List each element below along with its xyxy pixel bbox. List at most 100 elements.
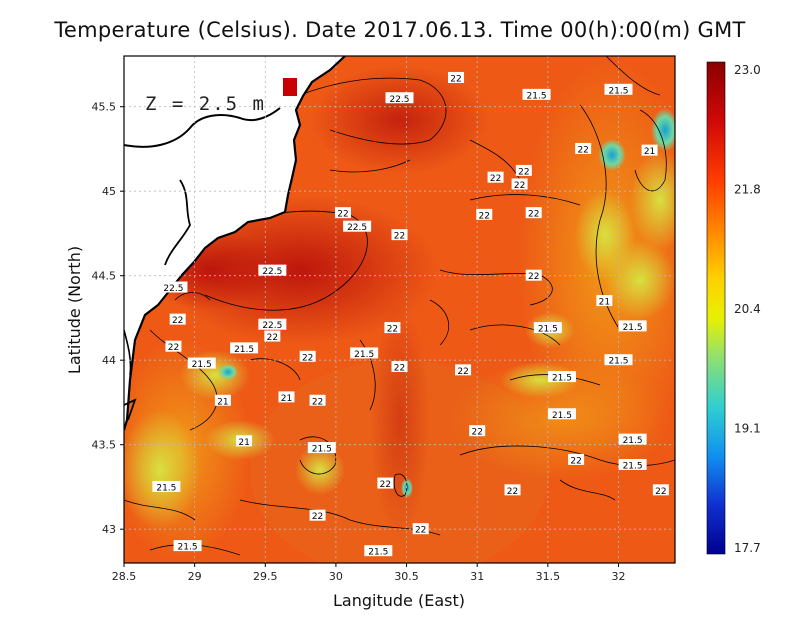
svg-text:22.5: 22.5	[347, 223, 367, 233]
contour-label: 22	[165, 340, 182, 353]
contour-label: 22	[476, 208, 493, 221]
svg-text:21.5: 21.5	[552, 374, 572, 384]
svg-text:22: 22	[490, 174, 501, 184]
svg-text:22: 22	[514, 181, 525, 191]
svg-text:22: 22	[655, 487, 666, 497]
svg-text:21.5: 21.5	[156, 483, 176, 493]
contour-label: 21.5	[173, 540, 202, 553]
svg-text:21.5: 21.5	[234, 345, 254, 355]
depth-label: Z = 2.5 m	[145, 93, 266, 115]
svg-text:21.5: 21.5	[368, 548, 388, 558]
contour-label: 22.5	[159, 281, 188, 294]
contour-label: 21.5	[618, 320, 647, 333]
svg-text:21.5: 21.5	[608, 86, 628, 96]
lat-tick-label: 43	[102, 523, 116, 536]
svg-text:22.5: 22.5	[262, 321, 282, 331]
contour-label: 21.5	[230, 342, 259, 355]
lat-tick-label: 45.5	[92, 101, 117, 114]
svg-text:21.5: 21.5	[192, 360, 212, 370]
svg-text:21.5: 21.5	[312, 445, 332, 455]
plot-frame	[123, 55, 676, 564]
svg-text:21: 21	[599, 298, 610, 308]
contour-label: 22	[169, 313, 186, 326]
colorbar	[706, 61, 726, 555]
contour-label: 22.5	[343, 220, 372, 233]
svg-text:21.5: 21.5	[623, 323, 643, 333]
svg-text:21.5: 21.5	[538, 325, 558, 335]
contour-label: 21	[278, 391, 295, 404]
contour-label: 21	[641, 144, 658, 157]
svg-text:22: 22	[518, 167, 529, 177]
contour-label: 21.5	[618, 458, 647, 471]
contour-label: 22	[487, 171, 504, 184]
contour-label: 21	[236, 435, 253, 448]
contour-label: 22.5	[385, 92, 414, 105]
contour-label: 21.5	[152, 480, 181, 493]
contour-label: 22	[568, 453, 585, 466]
colorbar-tick-label: 21.8	[734, 183, 761, 197]
contour-label: 21.5	[350, 347, 379, 360]
svg-text:22: 22	[528, 272, 539, 282]
lon-tick-label: 29.5	[253, 570, 278, 583]
svg-text:21: 21	[644, 147, 655, 157]
contour-label: 22.5	[258, 318, 287, 331]
svg-text:21: 21	[217, 397, 228, 407]
contour-label: 22	[469, 425, 486, 438]
svg-text:22: 22	[457, 367, 468, 377]
colorbar-tick-label: 19.1	[734, 422, 761, 436]
contour-label: 22	[334, 207, 351, 220]
contour-label: 22	[391, 360, 408, 373]
svg-text:21.5: 21.5	[552, 411, 572, 421]
map-title: Temperature (Celsius). Date 2017.06.13. …	[54, 18, 746, 42]
lon-tick-label: 30.5	[394, 570, 419, 583]
land-mass	[124, 56, 346, 431]
contour-label: 22	[264, 330, 281, 343]
lat-tick-label: 43.5	[92, 439, 117, 452]
svg-text:22.5: 22.5	[163, 284, 183, 294]
svg-text:22: 22	[387, 325, 398, 335]
svg-text:22.5: 22.5	[389, 95, 409, 105]
contour-label: 22	[575, 142, 592, 155]
lon-tick-label: 31	[470, 570, 484, 583]
contour-label: 22	[455, 364, 472, 377]
svg-text:22: 22	[415, 526, 426, 536]
svg-text:21.5: 21.5	[623, 436, 643, 446]
y-axis-title: Latitude (North)	[65, 246, 84, 374]
svg-text:21: 21	[238, 438, 249, 448]
svg-text:22: 22	[172, 316, 183, 326]
svg-text:22: 22	[577, 145, 588, 155]
contour-labels: 22 22.5 21.5 21.5 22 21 22 22 22 22 22 22 22.5 22 22.5…	[152, 71, 669, 558]
contour-label: 21	[214, 394, 231, 407]
contour-label: 22	[504, 484, 521, 497]
svg-text:22: 22	[507, 487, 518, 497]
svg-text:22: 22	[450, 74, 461, 84]
lat-tick-label: 44.5	[92, 270, 117, 283]
svg-text:22: 22	[380, 480, 391, 490]
lon-tick-label: 32	[611, 570, 625, 583]
svg-text:22: 22	[302, 353, 313, 363]
svg-text:22: 22	[337, 210, 348, 220]
lon-tick-label: 28.5	[112, 570, 137, 583]
svg-text:22: 22	[528, 210, 539, 220]
contour-label: 22	[309, 509, 326, 522]
contour-label: 22	[652, 484, 669, 497]
svg-text:21.5: 21.5	[527, 91, 547, 101]
svg-text:22: 22	[267, 333, 278, 343]
colorbar-tick-label: 17.7	[734, 541, 761, 555]
colorbar-tick-label: 23.0	[734, 63, 761, 77]
svg-text:22: 22	[168, 343, 179, 353]
svg-text:21.5: 21.5	[623, 461, 643, 471]
contour-label: 22	[448, 71, 465, 84]
svg-text:22.5: 22.5	[262, 267, 282, 277]
contour-label: 22	[525, 269, 542, 282]
contour-label: 21.5	[533, 322, 562, 335]
contour-label: 21.5	[307, 442, 336, 455]
x-axis-title: Langitude (East)	[333, 591, 465, 610]
lon-tick-label: 29	[188, 570, 202, 583]
contour-label: 22	[384, 322, 401, 335]
lon-tick-label: 31.5	[536, 570, 561, 583]
svg-text:22: 22	[394, 363, 405, 373]
contour-label: 21.5	[187, 357, 216, 370]
lat-tick-label: 45	[102, 185, 116, 198]
